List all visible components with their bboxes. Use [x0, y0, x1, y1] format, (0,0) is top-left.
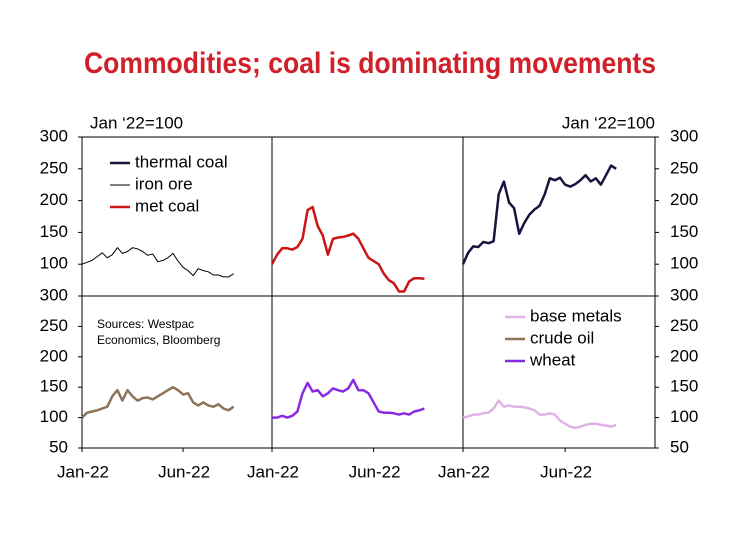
y-tick-label-right: 250	[670, 158, 698, 177]
x-tick-label: Jun-22	[349, 462, 401, 481]
x-tick-label: Jan-22	[247, 462, 299, 481]
x-tick-label: Jan-22	[438, 462, 490, 481]
x-tick-label: Jun-22	[158, 462, 210, 481]
series-line	[81, 247, 234, 278]
y-tick-label-right: 300	[670, 285, 698, 304]
y-tick-label-right: 300	[670, 126, 698, 145]
y-tick-label: 250	[40, 316, 68, 335]
x-tick-label: Jan-22	[57, 462, 109, 481]
legend-label: wheat	[529, 350, 576, 369]
series-line	[270, 205, 425, 293]
y-tick-label-right: 100	[670, 254, 698, 273]
y-tick-label-right: 150	[670, 377, 698, 396]
y-tick-label: 150	[40, 222, 68, 241]
legend-label: crude oil	[530, 328, 594, 347]
y-tick-label-right: 100	[670, 407, 698, 426]
y-tick-label-right: 200	[670, 346, 698, 365]
y-tick-label-right: 200	[670, 190, 698, 209]
y-label-right: Jan ‘22=100	[562, 113, 655, 132]
y-tick-label: 300	[40, 285, 68, 304]
legend-label: thermal coal	[135, 152, 228, 171]
series-line	[272, 378, 425, 419]
y-tick-label-right: 150	[670, 222, 698, 241]
series-line	[462, 399, 617, 430]
y-tick-label: 150	[40, 377, 68, 396]
y-tick-label-right: 250	[670, 316, 698, 335]
series-line	[461, 164, 617, 265]
y-label-left: Jan ‘22=100	[90, 113, 183, 132]
y-tick-label: 250	[40, 158, 68, 177]
legend-label: iron ore	[135, 174, 193, 193]
y-tick-label: 100	[40, 254, 68, 273]
y-tick-label-right: 50	[670, 437, 689, 456]
chart-title: Commodities; coal is dominating movement…	[84, 47, 656, 80]
annotation: Sources: Westpac Economics, Bloomberg	[97, 317, 220, 347]
plot-frame	[81, 136, 656, 449]
series-line	[81, 385, 235, 419]
y-tick-label: 200	[40, 346, 68, 365]
y-tick-label: 200	[40, 190, 68, 209]
legend-label: met coal	[135, 196, 199, 215]
y-tick-label: 100	[40, 407, 68, 426]
legend-label: base metals	[530, 306, 622, 325]
y-tick-label: 50	[49, 437, 68, 456]
x-tick-label: Jun-22	[540, 462, 592, 481]
y-tick-label: 300	[40, 126, 68, 145]
